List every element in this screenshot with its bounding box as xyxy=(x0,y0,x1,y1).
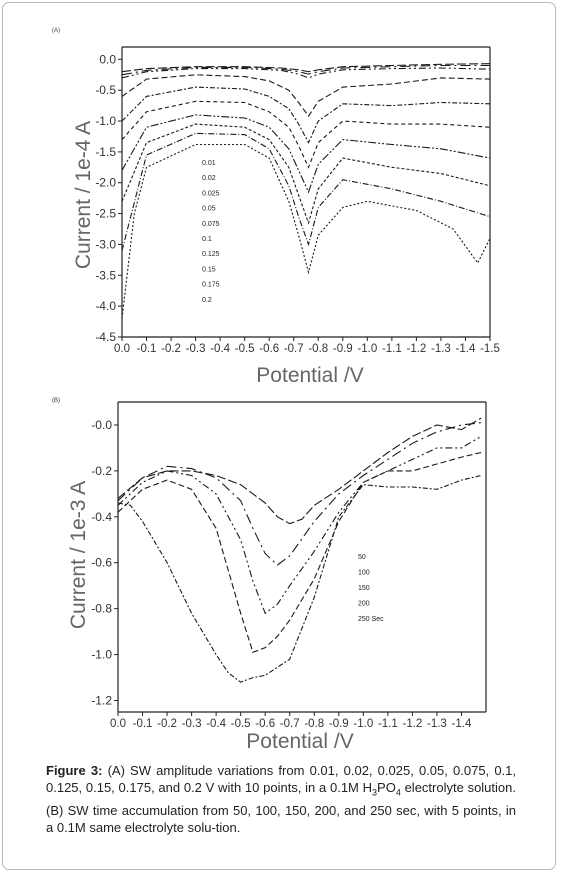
x-tick-label: -1.3 xyxy=(431,343,451,355)
legend-label: 0.2 xyxy=(202,297,212,304)
x-tick-label: -0.6 xyxy=(259,343,279,355)
x-tick-label: -1.0 xyxy=(357,343,377,355)
x-tick-label: -0.5 xyxy=(231,718,251,730)
y-tick-label: -0.0 xyxy=(91,418,112,432)
x-tick-label: -0.1 xyxy=(137,343,157,355)
x-tick-label: 0.0 xyxy=(110,718,126,730)
legend-label: 100 xyxy=(358,570,370,577)
x-tick-label: -0.2 xyxy=(157,718,177,730)
series-line xyxy=(117,435,482,615)
x-tick-label: -0.3 xyxy=(186,343,206,355)
figure-caption: Figure 3: (A) SW amplitude variations fr… xyxy=(46,762,516,836)
series-line xyxy=(121,114,491,194)
legend-label: 0.125 xyxy=(202,251,220,258)
y-tick-label: -3.5 xyxy=(95,268,116,282)
series-line xyxy=(121,86,491,144)
caption-text-2: PO xyxy=(377,780,396,795)
series-line xyxy=(121,74,491,118)
x-tick-label: -1.1 xyxy=(382,343,402,355)
x-tick-label: -0.3 xyxy=(182,718,202,730)
x-tick-label: -0.4 xyxy=(210,343,230,355)
series-line xyxy=(121,143,491,319)
y-tick-label: -1.5 xyxy=(95,145,116,159)
y-tick-label: -0.4 xyxy=(91,510,112,524)
legend-label: 0.1 xyxy=(202,236,212,243)
legend-label: 0.025 xyxy=(202,190,220,197)
legend-label: 50 xyxy=(358,554,366,561)
x-axis-label-a: Potential /V xyxy=(256,364,363,387)
x-tick-label: -1.5 xyxy=(480,343,500,355)
legend-label: 0.075 xyxy=(202,221,220,228)
series-line xyxy=(117,474,482,683)
caption-sub-1: 3 xyxy=(372,787,378,798)
y-tick-label: -2.0 xyxy=(95,176,116,190)
x-axis-label-b: Potential /V xyxy=(246,730,353,753)
y-tick-label: -1.0 xyxy=(95,114,116,128)
y-tick-label: -0.8 xyxy=(91,602,112,616)
series-line xyxy=(117,451,482,654)
x-tick-label: -1.1 xyxy=(378,718,398,730)
x-tick-label: -0.4 xyxy=(206,718,226,730)
x-tick-label: -0.8 xyxy=(304,718,324,730)
caption-label: Figure 3: xyxy=(46,763,103,778)
x-tick-label: -0.9 xyxy=(329,718,349,730)
x-tick-label: -0.9 xyxy=(333,343,353,355)
y-axis-label-b: Current / 1e-3 A xyxy=(67,481,90,629)
legend-label: 250 Sec xyxy=(358,616,384,623)
series-line xyxy=(121,123,491,225)
x-tick-label: -0.2 xyxy=(161,343,181,355)
legend-label: 200 xyxy=(358,601,370,608)
x-tick-label: -1.0 xyxy=(353,718,373,730)
series-line xyxy=(121,63,491,73)
legend-label: 0.01 xyxy=(202,160,216,167)
legend-label: 0.175 xyxy=(202,282,220,289)
series-line xyxy=(121,100,491,169)
chart-a: (A) 0.0 -0.5 -1.0 -1.5 -2.0 -2.5 -3.0 -3.5 -4.0 -… xyxy=(52,28,500,387)
x-tick-label: -1.2 xyxy=(402,718,422,730)
x-tick-label: -0.7 xyxy=(284,343,304,355)
legend-label: 150 xyxy=(358,585,370,592)
y-tick-label: 0.0 xyxy=(99,52,116,66)
y-tick-label: -4.5 xyxy=(95,330,116,344)
x-tick-label: -0.6 xyxy=(255,718,275,730)
x-tick-label: -0.5 xyxy=(235,343,255,355)
figure-frame xyxy=(2,2,556,870)
caption-text-1: (A) SW amplitude variations from 0.01, 0… xyxy=(46,763,516,795)
legend-label: 0.02 xyxy=(202,175,216,182)
x-tick-label: -1.4 xyxy=(456,343,476,355)
y-tick-label: -0.5 xyxy=(95,83,116,97)
x-tick-label: -0.8 xyxy=(308,343,328,355)
series-line xyxy=(117,417,482,525)
series-line xyxy=(121,67,491,79)
chart-b: (B) -0.0-0.2-0.4-0.6-0.8-1.0-1.20.0 -0.1-… xyxy=(52,398,487,753)
y-tick-label: -0.6 xyxy=(91,556,112,570)
y-axis-label-a: Current / 1e-4 A xyxy=(72,121,95,269)
x-tick-label: -0.7 xyxy=(280,718,300,730)
series-line xyxy=(121,64,490,76)
caption-sub-2: 4 xyxy=(395,787,401,798)
y-tick-label: -3.0 xyxy=(95,237,116,251)
legend-label: 0.05 xyxy=(202,206,216,213)
legend-label: 0.15 xyxy=(202,266,216,273)
x-tick-label: -1.2 xyxy=(406,343,426,355)
y-tick-label: -0.2 xyxy=(91,464,112,478)
x-tick-label: 0.0 xyxy=(114,343,130,355)
x-tick-label: -0.1 xyxy=(133,718,153,730)
series-line xyxy=(117,422,482,566)
y-tick-label: -1.0 xyxy=(91,648,112,662)
x-tick-label: -1.4 xyxy=(452,718,472,730)
panel-tag-b: (B) xyxy=(52,398,60,404)
y-tick-label: -1.2 xyxy=(91,694,112,708)
x-tick-label: -1.3 xyxy=(427,718,447,730)
series-line xyxy=(121,132,491,251)
y-tick-label: -4.0 xyxy=(95,299,116,313)
y-tick-label: -2.5 xyxy=(95,207,116,221)
caption-text-3: electrolyte solution. (B) SW time accumu… xyxy=(46,780,516,835)
panel-tag-a: (A) xyxy=(52,28,60,34)
